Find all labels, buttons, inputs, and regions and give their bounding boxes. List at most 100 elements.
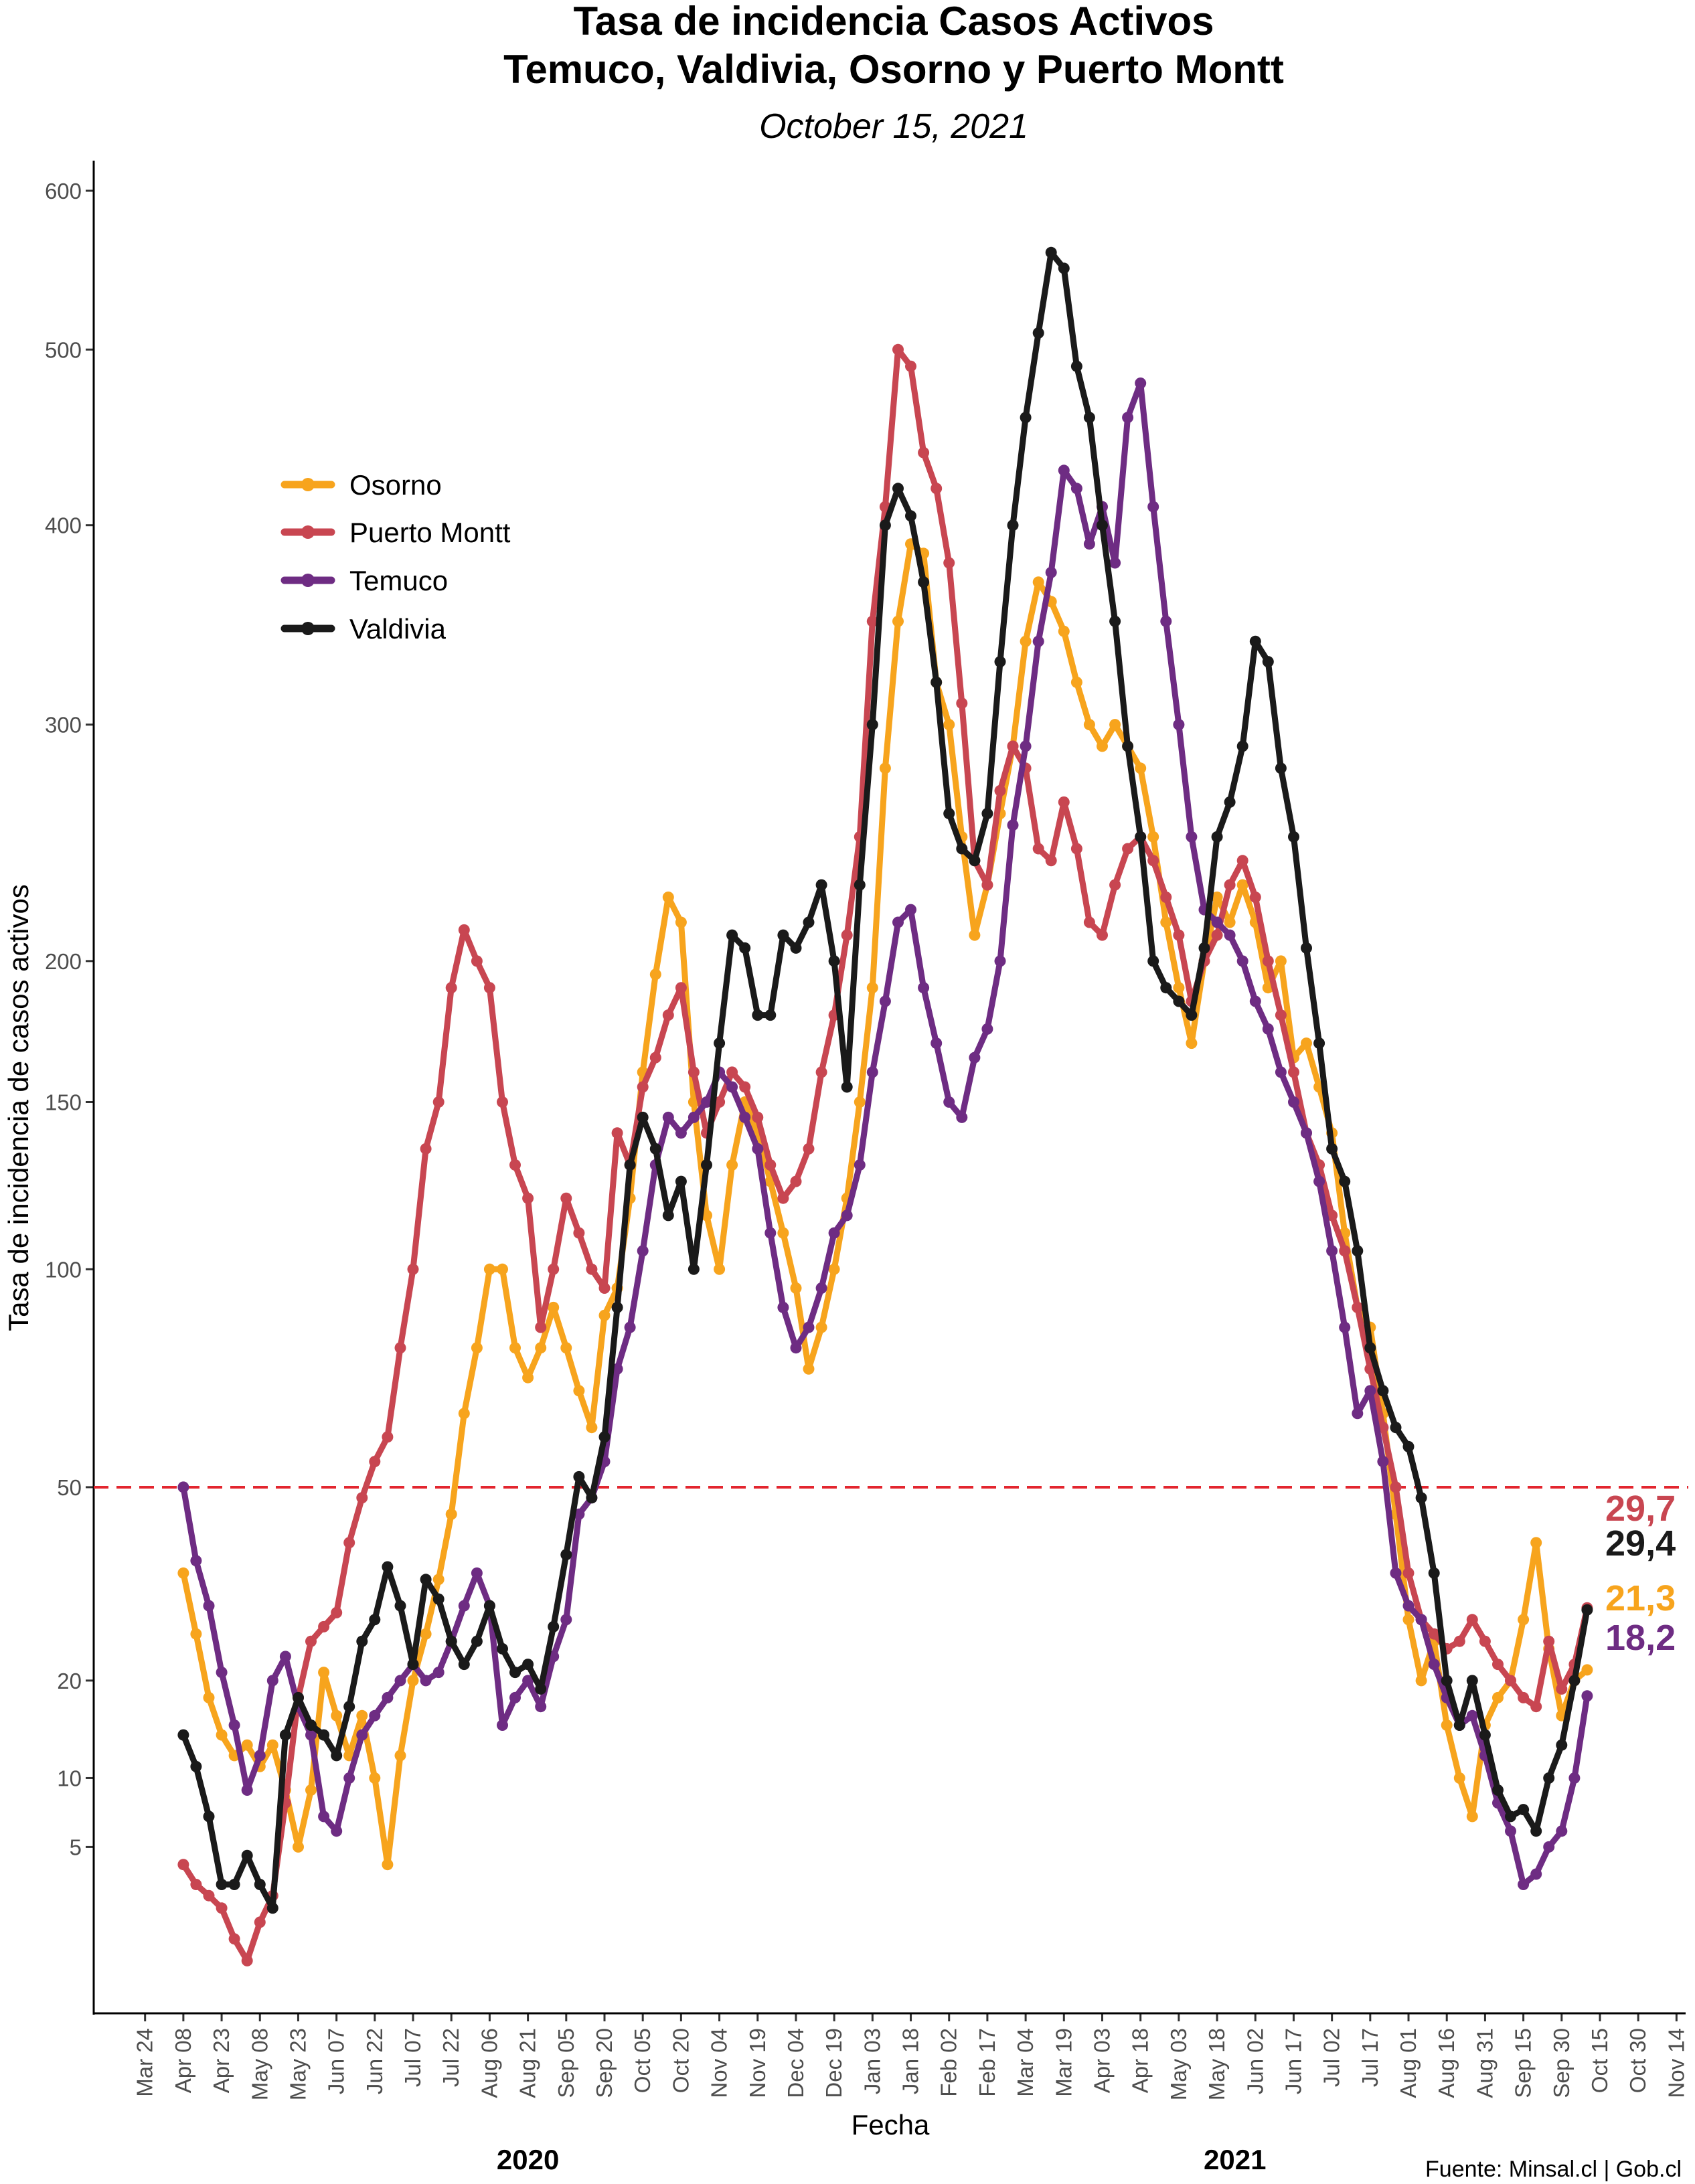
y-tick-label: 10 <box>57 1766 82 1790</box>
data-point-puerto-montt <box>1518 1691 1530 1703</box>
data-point-temuco <box>905 904 916 916</box>
data-point-valdivia <box>266 1902 278 1914</box>
data-point-temuco <box>1377 1456 1389 1468</box>
data-point-osorno <box>1147 831 1159 843</box>
data-point-valdivia <box>1466 1675 1478 1687</box>
x-tick-label: Apr 08 <box>171 2028 195 2093</box>
data-point-puerto-montt <box>790 1175 802 1187</box>
data-point-osorno <box>649 969 661 981</box>
data-point-puerto-montt <box>382 1431 394 1443</box>
data-point-temuco <box>688 1111 700 1123</box>
data-point-valdivia <box>1313 1037 1325 1049</box>
data-point-osorno <box>1020 635 1032 647</box>
data-point-valdivia <box>535 1683 547 1695</box>
data-point-puerto-montt <box>203 1889 215 1902</box>
data-point-valdivia <box>1288 831 1299 843</box>
data-point-temuco <box>254 1750 266 1762</box>
data-point-temuco <box>177 1481 189 1493</box>
data-point-osorno <box>382 1859 394 1871</box>
data-point-puerto-montt <box>905 360 916 372</box>
legend-label-osorno: Osorno <box>349 469 442 501</box>
data-point-puerto-montt <box>1236 855 1248 867</box>
data-point-puerto-montt <box>1479 1635 1491 1647</box>
data-point-puerto-montt <box>777 1192 789 1204</box>
x-tick-label: Nov 04 <box>707 2028 732 2098</box>
data-point-valdivia <box>1224 796 1236 808</box>
data-point-osorno <box>293 1841 304 1853</box>
data-point-puerto-montt <box>471 955 483 967</box>
data-point-puerto-montt <box>688 1066 700 1078</box>
data-point-valdivia <box>956 843 968 855</box>
data-point-puerto-montt <box>1032 843 1044 855</box>
data-point-puerto-montt <box>190 1879 202 1890</box>
source-caption: Fuente: Minsal.cl | Gob.cl <box>1425 2157 1682 2182</box>
data-point-valdivia <box>714 1037 726 1049</box>
data-point-valdivia <box>1147 955 1159 967</box>
data-point-puerto-montt <box>1097 929 1108 941</box>
x-tick-label: Aug 16 <box>1434 2028 1459 2098</box>
data-point-temuco <box>382 1691 394 1703</box>
y-tick-label: 600 <box>45 179 82 203</box>
data-point-temuco <box>458 1600 470 1612</box>
data-point-puerto-montt <box>305 1635 317 1647</box>
data-point-puerto-montt <box>1530 1701 1542 1713</box>
x-tick-label: Jun 17 <box>1281 2028 1305 2094</box>
data-point-valdivia <box>1364 1342 1376 1354</box>
data-point-osorno <box>1492 1691 1504 1703</box>
data-point-temuco <box>624 1321 636 1333</box>
data-point-osorno <box>203 1691 215 1703</box>
data-point-valdivia <box>1441 1675 1453 1687</box>
data-point-osorno <box>266 1739 278 1751</box>
data-point-valdivia <box>407 1659 419 1671</box>
data-point-temuco <box>216 1667 228 1679</box>
data-point-temuco <box>1326 1245 1338 1257</box>
data-point-osorno <box>803 1363 815 1375</box>
data-point-puerto-montt <box>675 982 687 994</box>
data-point-osorno <box>1109 719 1121 731</box>
data-point-puerto-montt <box>407 1263 419 1275</box>
data-point-valdivia <box>420 1574 432 1586</box>
data-point-temuco <box>803 1321 815 1333</box>
x-tick-label: Oct 05 <box>630 2028 655 2093</box>
data-point-valdivia <box>458 1659 470 1671</box>
data-point-puerto-montt <box>1326 1209 1338 1222</box>
data-point-temuco <box>1568 1772 1581 1784</box>
x-tick-label: Nov 19 <box>745 2028 770 2098</box>
data-point-temuco <box>1415 1614 1427 1626</box>
data-point-valdivia <box>279 1729 291 1741</box>
data-point-temuco <box>369 1709 381 1721</box>
data-point-valdivia <box>739 942 751 954</box>
data-point-valdivia <box>1160 982 1172 994</box>
data-point-temuco <box>701 1096 712 1108</box>
data-point-puerto-montt <box>994 784 1006 796</box>
data-point-valdivia <box>1556 1739 1568 1751</box>
x-tick-label: Aug 21 <box>515 2028 540 2098</box>
data-point-temuco <box>1505 1825 1516 1837</box>
data-point-valdivia <box>1530 1825 1542 1837</box>
data-point-temuco <box>777 1301 789 1313</box>
x-tick-label: Oct 30 <box>1625 2028 1650 2093</box>
data-point-valdivia <box>573 1471 585 1483</box>
x-tick-label: Mar 24 <box>133 2028 157 2097</box>
data-point-temuco <box>790 1342 802 1354</box>
x-tick-label: Sep 30 <box>1549 2028 1574 2098</box>
end-label-osorno: 21,3 <box>1605 1578 1676 1618</box>
data-point-valdivia <box>1007 519 1019 531</box>
data-point-temuco <box>1135 377 1147 389</box>
data-point-valdivia <box>879 519 891 531</box>
data-point-valdivia <box>1453 1719 1465 1731</box>
data-point-osorno <box>1275 955 1287 967</box>
x-tick-label: Aug 31 <box>1472 2028 1497 2098</box>
data-point-puerto-montt <box>228 1933 240 1945</box>
legend-marker-osorno <box>301 478 315 491</box>
data-point-temuco <box>1518 1879 1530 1890</box>
data-point-valdivia <box>675 1175 687 1187</box>
data-point-valdivia <box>931 676 943 688</box>
x-tick-label: May 23 <box>285 2028 310 2100</box>
legend-item-valdivia: Valdivia <box>280 613 447 645</box>
x-tick-label: Jan 03 <box>860 2028 884 2094</box>
data-point-osorno <box>177 1567 189 1579</box>
data-point-puerto-montt <box>241 1954 253 1966</box>
data-point-valdivia <box>382 1561 394 1573</box>
x-axis-title: Fecha <box>852 2109 930 2140</box>
